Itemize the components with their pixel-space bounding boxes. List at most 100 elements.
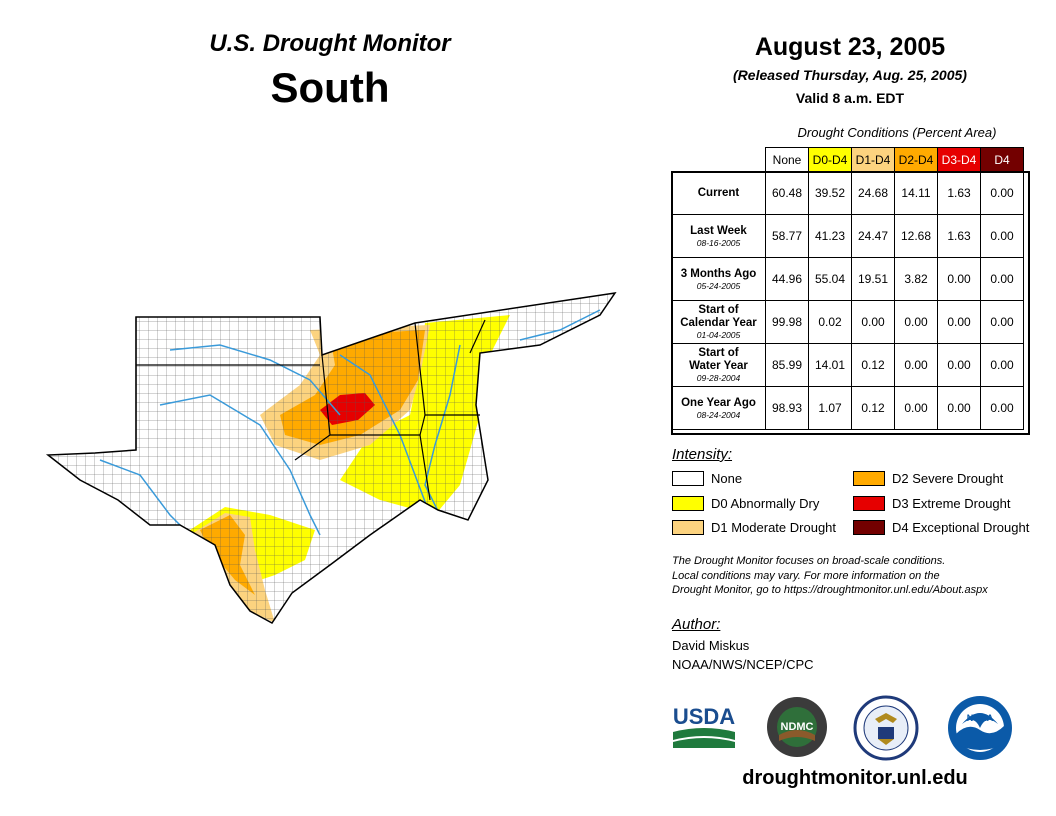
author-name: David Miskus [672, 638, 750, 653]
table-corner [672, 148, 766, 172]
usda-logo: USDA [673, 704, 735, 748]
note-line-3: Drought Monitor, go to https://droughtmo… [672, 584, 988, 596]
table-row: One Year Ago 08-24-2004 98.93 1.07 0.12 0.00 0… [671, 386, 1024, 430]
table-cell: 0.00 [980, 343, 1024, 387]
table-cell: 14.11 [894, 171, 938, 215]
col-header-none: None [765, 147, 809, 172]
legend-swatch-d2 [853, 471, 885, 486]
table-cell: 12.68 [894, 214, 938, 258]
table-row: Last Week 08-16-2005 58.77 41.23 24.47 12.68 1… [671, 214, 1024, 258]
disclaimer-note: The Drought Monitor focuses on broad-sca… [672, 554, 1052, 598]
table-header-row: None D0-D4 D1-D4 D2-D4 D3-D4 D4 [672, 147, 1024, 172]
county-lines [48, 293, 615, 623]
row-label-text-2: Calendar Year [680, 317, 757, 329]
row-label: Current [671, 171, 766, 215]
legend-label-d1: D1 Moderate Drought [711, 520, 837, 535]
table-cell: 60.48 [765, 171, 809, 215]
table-cell: 41.23 [808, 214, 852, 258]
legend-label-none: None [711, 471, 743, 486]
drought-stats-table: None D0-D4 D1-D4 D2-D4 D3-D4 D4 Current 6… [671, 147, 1028, 433]
table-cell: 19.51 [851, 257, 895, 301]
author-org: NOAA/NWS/NCEP/CPC [672, 657, 814, 672]
table-cell: 0.00 [980, 300, 1024, 344]
row-date: 09-28-2004 [696, 373, 741, 383]
table-cell: 24.47 [851, 214, 895, 258]
legend-swatch-none [672, 471, 704, 486]
brand-title: U.S. Drought Monitor [209, 30, 451, 57]
map-date: August 23, 2005 [754, 33, 946, 61]
table-caption: Drought Conditions (Percent Area) [797, 125, 997, 140]
legend-label-d4: D4 Exceptional Drought [892, 520, 1030, 535]
table-cell: 1.63 [937, 171, 981, 215]
state-borders [135, 317, 486, 501]
row-date: 08-24-2004 [696, 409, 741, 420]
noaa-logo: NOAA [948, 696, 1012, 760]
row-label-text: Start of [698, 347, 739, 359]
table-cell: 98.93 [765, 386, 809, 430]
legend-swatch-d0 [672, 496, 704, 511]
table-cell: 0.00 [851, 300, 895, 344]
legend-swatch-d4 [853, 520, 885, 535]
row-label-text-2: Water Year [689, 360, 748, 372]
table-cell: 0.00 [894, 386, 938, 430]
row-label-text: Last Week [690, 224, 747, 237]
table-cell: 0.00 [937, 300, 981, 344]
table-row: Start of Water Year 09-28-2004 85.99 14.01 0.… [671, 343, 1024, 387]
table-cell: 0.00 [980, 386, 1024, 430]
row-label-text: Current [697, 186, 740, 199]
legend-swatch-d3 [853, 496, 885, 511]
table-cell: 0.00 [937, 343, 981, 387]
table-cell: 0.12 [851, 386, 895, 430]
noaa-logo-text: NOAA [967, 713, 994, 723]
table-cell: 1.07 [808, 386, 852, 430]
row-label-text: Start of [698, 304, 739, 316]
row-label: Start of Water Year 09-28-2004 [671, 343, 766, 387]
table-cell: 39.52 [808, 171, 852, 215]
table-cell: 3.82 [894, 257, 938, 301]
legend-label-d3: D3 Extreme Drought [892, 496, 1011, 511]
row-date: 01-04-2005 [696, 330, 741, 340]
note-line-2: Local conditions may vary. For more info… [672, 569, 940, 582]
table-cell: 0.00 [937, 386, 981, 430]
legend-swatch-d1 [672, 520, 704, 535]
note-line-1: The Drought Monitor focuses on broad-sca… [672, 555, 946, 567]
row-label-text: 3 Months Ago [680, 267, 757, 280]
legend-label-d0: D0 Abnormally Dry [711, 496, 820, 511]
table-cell: 0.00 [980, 257, 1024, 301]
col-header-d1-d4: D1-D4 [851, 147, 895, 172]
table-cell: 24.68 [851, 171, 895, 215]
table-cell: 85.99 [765, 343, 809, 387]
table-row: Current 60.48 39.52 24.68 14.11 1.63 0.00 [671, 171, 1024, 215]
row-label-text: One Year Ago [681, 396, 756, 409]
commerce-seal [853, 695, 919, 761]
col-header-d0-d4: D0-D4 [808, 147, 852, 172]
table-cell: 0.00 [980, 171, 1024, 215]
col-header-d2-d4: D2-D4 [894, 147, 938, 172]
table-cell: 55.04 [808, 257, 852, 301]
table-cell: 44.96 [765, 257, 809, 301]
author-title: Author: [672, 616, 721, 633]
table-cell: 0.00 [894, 300, 938, 344]
website-url[interactable]: droughtmonitor.unl.edu [742, 767, 968, 789]
col-header-d4: D4 [980, 147, 1024, 172]
table-row: Start of Calendar Year 01-04-2005 99.98 0.02… [671, 300, 1024, 344]
row-label: Last Week 08-16-2005 [671, 214, 766, 258]
table-cell: 0.12 [851, 343, 895, 387]
table-cell: 99.98 [765, 300, 809, 344]
table-cell: 58.77 [765, 214, 809, 258]
ndmc-logo: NDMC [767, 697, 827, 757]
table-cell: 0.02 [808, 300, 852, 344]
row-label: 3 Months Ago 05-24-2005 [671, 257, 766, 301]
table-row: 3 Months Ago 05-24-2005 44.96 55.04 19.51 3.8… [671, 257, 1024, 301]
drought-map [45, 292, 617, 624]
legend-label-d2: D2 Severe Drought [892, 471, 1004, 486]
table-cell: 1.63 [937, 214, 981, 258]
col-header-d3-d4: D3-D4 [937, 147, 981, 172]
row-label: One Year Ago 08-24-2004 [671, 386, 766, 430]
usda-logo-text: USDA [673, 704, 735, 729]
valid-time: Valid 8 a.m. EDT [795, 90, 905, 106]
table-cell: 14.01 [808, 343, 852, 387]
region-title: South [270, 64, 390, 111]
ndmc-logo-text: NDMC [781, 721, 814, 733]
release-date: (Released Thursday, Aug. 25, 2005) [733, 67, 967, 83]
